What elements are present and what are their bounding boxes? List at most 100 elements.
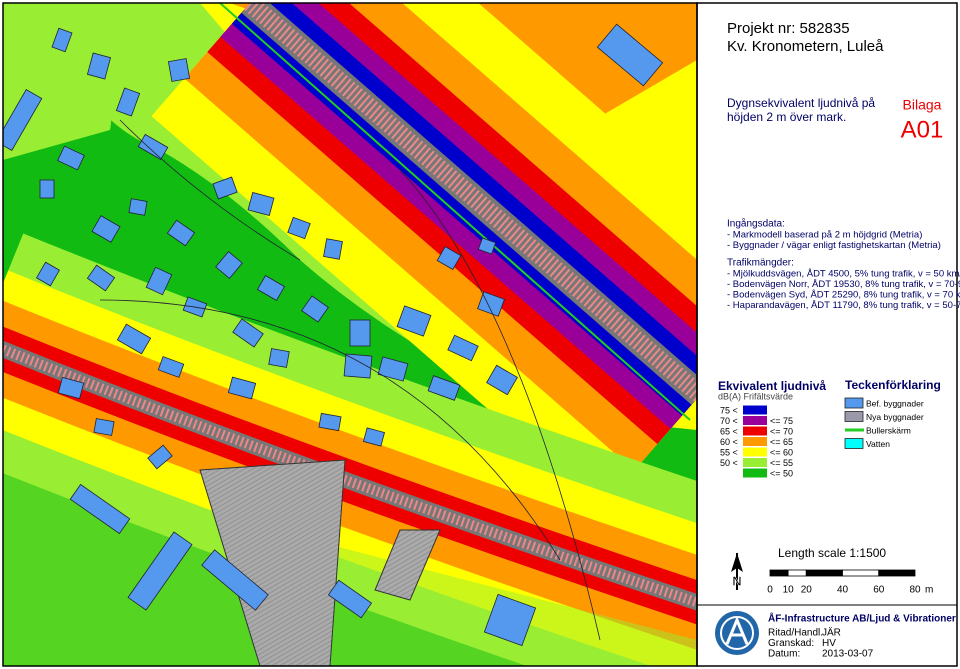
legend-high: <= 65 bbox=[770, 437, 793, 447]
legend-low: 70 < bbox=[720, 416, 738, 426]
legend-swatch bbox=[743, 458, 767, 467]
section-line: - Bodenvägen Syd, ÅDT 25290, 8% tung tra… bbox=[727, 290, 960, 301]
building bbox=[93, 418, 115, 436]
building bbox=[166, 219, 196, 247]
building bbox=[115, 87, 141, 117]
key-title: Teckenförklaring bbox=[845, 378, 941, 392]
legend-swatch bbox=[743, 416, 767, 425]
north-arrow: N bbox=[731, 553, 743, 590]
panel-frame bbox=[696, 2, 958, 667]
section-line: - Bodenvägen Norr, ÅDT 19530, 8% tung tr… bbox=[727, 279, 960, 290]
building bbox=[227, 376, 257, 400]
key-swatch bbox=[844, 411, 864, 422]
legend-title: Ekvivalent ljudnivå bbox=[718, 379, 826, 393]
section-line: - Mjölkuddsvägen, ÅDT 4500, 5% tung traf… bbox=[727, 269, 960, 280]
legend-high: <= 60 bbox=[770, 447, 793, 457]
scale-tick-label: 0 bbox=[767, 585, 773, 596]
key-label: Vatten bbox=[866, 439, 890, 449]
scale-tick-label: 10 bbox=[783, 585, 795, 596]
north-label: N bbox=[732, 573, 741, 588]
section-line: - Byggnader / vägar enligt fastighetskar… bbox=[727, 240, 941, 251]
building bbox=[232, 318, 264, 348]
building bbox=[363, 427, 385, 447]
description-line: höjden 2 m över mark. bbox=[727, 110, 846, 124]
building bbox=[128, 198, 148, 216]
company: ÅF-Infrastructure AB/Ljud & Vibrationer bbox=[768, 612, 956, 625]
legend-swatch bbox=[743, 437, 767, 446]
section-title: Trafikmängder: bbox=[727, 258, 794, 269]
building bbox=[596, 23, 664, 87]
key-label: Bullerskärm bbox=[866, 425, 911, 435]
project-name: Kv. Kronometern, Luleå bbox=[727, 38, 884, 55]
building bbox=[349, 319, 371, 347]
legend-subtitle: dB(A) Frifältsvärde bbox=[718, 391, 793, 401]
building bbox=[477, 291, 505, 317]
legend-low: 55 < bbox=[720, 447, 738, 457]
project-number: Projekt nr: 582835 bbox=[727, 20, 850, 37]
building bbox=[69, 483, 131, 535]
legend-high: <= 70 bbox=[770, 426, 793, 436]
footer-key: Granskad: bbox=[768, 638, 814, 649]
building bbox=[212, 176, 238, 200]
building bbox=[486, 364, 518, 396]
building bbox=[167, 58, 191, 82]
key-label: Nya byggnader bbox=[866, 412, 924, 422]
footer-value: 2013-03-07 bbox=[822, 649, 874, 660]
scale-segment bbox=[842, 569, 880, 577]
building bbox=[436, 246, 462, 270]
legend-swatch bbox=[743, 426, 767, 436]
building bbox=[477, 237, 497, 255]
building bbox=[483, 593, 537, 647]
building bbox=[427, 375, 461, 401]
legend-swatch bbox=[743, 405, 767, 415]
building bbox=[201, 549, 269, 611]
key-swatch bbox=[844, 397, 864, 409]
building bbox=[247, 191, 275, 217]
building bbox=[116, 323, 152, 355]
noise-map bbox=[3, 3, 697, 666]
building bbox=[127, 531, 193, 611]
legend-high: <= 75 bbox=[770, 416, 793, 426]
footer-key: Ritad/Handl. bbox=[768, 628, 823, 639]
building bbox=[145, 266, 173, 296]
building bbox=[396, 305, 432, 337]
building bbox=[287, 216, 311, 240]
building bbox=[91, 215, 121, 243]
building bbox=[36, 261, 60, 287]
legend-swatch bbox=[743, 447, 767, 457]
scale-title: Length scale 1:1500 bbox=[778, 546, 886, 560]
scale-segment bbox=[878, 569, 916, 577]
building bbox=[51, 27, 73, 53]
building bbox=[86, 264, 116, 292]
key-swatch bbox=[844, 438, 864, 449]
building bbox=[147, 444, 173, 470]
building bbox=[215, 250, 243, 280]
scale-segment bbox=[787, 569, 807, 577]
af-logo bbox=[715, 611, 759, 655]
legend-low: 50 < bbox=[720, 458, 738, 468]
footer-key: Datum: bbox=[768, 649, 800, 660]
building bbox=[301, 295, 329, 323]
scale-tick-label: 20 bbox=[801, 585, 813, 596]
building bbox=[447, 334, 479, 362]
bilaga-label: Bilaga bbox=[903, 97, 942, 113]
building bbox=[3, 88, 43, 152]
building bbox=[57, 376, 85, 400]
building bbox=[157, 356, 185, 378]
legend-high: <= 55 bbox=[770, 458, 793, 468]
legend-high: <= 50 bbox=[770, 468, 793, 478]
bilaga-number: A01 bbox=[901, 116, 944, 143]
building bbox=[343, 353, 373, 379]
scale-tick-label: 80 bbox=[909, 585, 921, 596]
scale-tick-label: 60 bbox=[873, 585, 885, 596]
building bbox=[86, 52, 112, 80]
key-label: Bef. byggnader bbox=[866, 398, 924, 408]
building bbox=[377, 356, 409, 382]
legend-low: 60 < bbox=[720, 437, 738, 447]
scale-unit: m bbox=[925, 585, 933, 596]
building bbox=[256, 275, 286, 301]
legend-low: 65 < bbox=[720, 426, 738, 436]
section-title: Ingångsdata: bbox=[727, 218, 785, 230]
section-line: - Haparandavägen, ÅDT 11790, 8% tung tra… bbox=[727, 300, 960, 311]
